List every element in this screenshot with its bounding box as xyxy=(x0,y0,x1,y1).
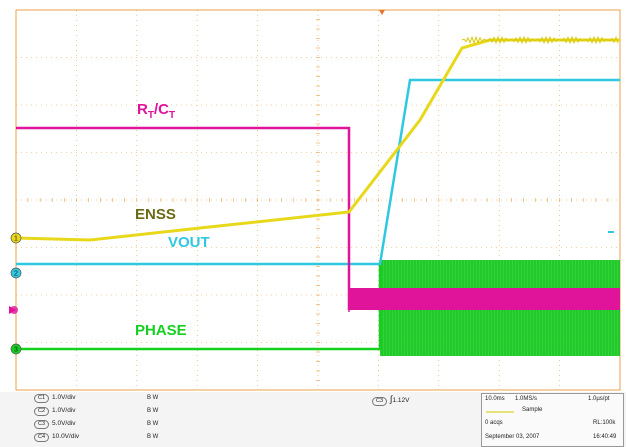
acquisition-mode[interactable]: Sample xyxy=(522,407,543,413)
capture-time: 16:40:49 xyxy=(593,434,617,440)
trigger-channel-badge: C3 xyxy=(372,397,388,406)
trace-label-vout: VOUT xyxy=(168,234,210,251)
status-bar: C1 1.0V/div B W C2 1.0V/div B W C3 5.0V/div… xyxy=(0,392,626,447)
bandwidth-icon-c4: B W xyxy=(147,434,159,440)
channel-4-marker-dot xyxy=(10,306,18,314)
channel-row-c1[interactable]: C1 1.0V/div xyxy=(34,394,76,403)
trigger-level: 1.12V xyxy=(392,397,410,404)
trace-label-phase: PHASE xyxy=(135,322,187,339)
acquisition-panel: 10.0ms 1.0MS/s 1.0µs/pt Sample 0 acqs RL… xyxy=(481,393,624,447)
channel-scale-c1: 1.0V/div xyxy=(52,394,76,401)
channel-1-marker xyxy=(10,232,22,244)
sample-rate: 1.0MS/s xyxy=(515,396,538,402)
resolution: 1.0µs/pt xyxy=(588,396,610,402)
trigger-position-marker xyxy=(379,10,385,15)
channel-badge-c2: C2 xyxy=(34,407,50,416)
timebase[interactable]: 10.0ms xyxy=(485,396,505,402)
channel-scale-c4: 10.0V/div xyxy=(52,433,80,440)
channel-badge-c1: C1 xyxy=(34,394,50,403)
rtct-trace xyxy=(16,126,351,310)
channel-row-c4[interactable]: C4 10.0V/div xyxy=(34,433,79,442)
channel-badge-c4: C4 xyxy=(34,433,50,442)
channel-3-marker xyxy=(10,343,22,355)
channel-2-marker-number: 2 xyxy=(14,271,18,278)
bandwidth-icon-c2: B W xyxy=(147,408,159,414)
bandwidth-icon-c1: B W xyxy=(147,395,159,401)
rtct-oscillation-band xyxy=(350,288,620,310)
channel-1-marker-number: 1 xyxy=(14,236,18,243)
trace-label-enss: ENSS xyxy=(135,206,176,223)
channel-2-marker xyxy=(10,267,22,279)
trigger-slope-icon: ∫ xyxy=(390,394,393,404)
channel-scale-c3: 5.0V/div xyxy=(52,420,76,427)
enss-trace xyxy=(15,38,620,242)
acquisition-mode-icon xyxy=(486,411,514,413)
trace-label-rtct: RT/CT xyxy=(137,101,176,121)
trigger-readout[interactable]: C3 ∫1.12V xyxy=(372,394,410,406)
channel-row-c3[interactable]: C3 5.0V/div xyxy=(34,420,76,429)
waveform-display: 1 2 3 xyxy=(9,9,621,391)
graticule-grid xyxy=(15,9,621,391)
enss-noise xyxy=(461,35,619,45)
bandwidth-icon-c3: B W xyxy=(147,421,159,427)
channel-badge-c3: C3 xyxy=(34,420,50,429)
channel-row-c2[interactable]: C2 1.0V/div xyxy=(34,407,76,416)
channel-3-marker-number: 3 xyxy=(14,347,18,354)
acquisition-count: 0 acqs xyxy=(485,420,503,426)
capture-date: September 03, 2007 xyxy=(485,434,540,440)
vout-trace xyxy=(16,78,620,266)
record-length: RL:100k xyxy=(593,420,616,426)
channel-scale-c2: 1.0V/div xyxy=(52,407,76,414)
